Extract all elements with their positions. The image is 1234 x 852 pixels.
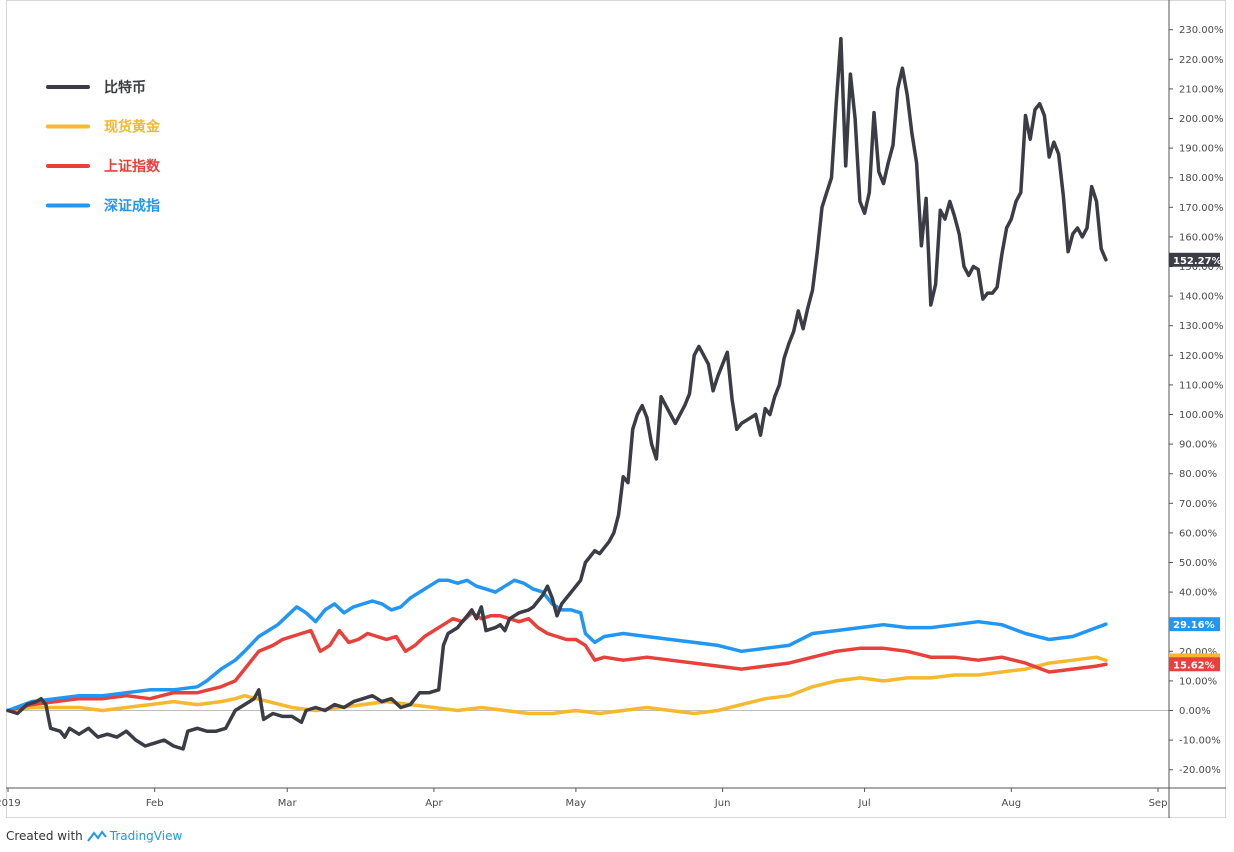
x-tick-label: Sep	[1149, 798, 1168, 809]
y-tick-label: 140.00%	[1179, 292, 1224, 303]
last-value-label: 15.62%	[1173, 660, 1215, 671]
y-tick-label: 40.00%	[1179, 588, 1217, 599]
series-line-3[interactable]	[6, 578, 1108, 713]
y-tick-label: 230.00%	[1179, 25, 1224, 36]
y-tick-label: 110.00%	[1179, 380, 1224, 391]
y-tick-label: 0.00%	[1179, 706, 1211, 717]
last-value-label: 29.16%	[1173, 620, 1215, 631]
y-tick-label: 80.00%	[1179, 469, 1217, 480]
x-tick-label: Jul	[858, 798, 871, 809]
y-tick-label: 60.00%	[1179, 528, 1217, 539]
series-line-0[interactable]	[6, 36, 1108, 751]
series-line-1[interactable]	[6, 655, 1108, 716]
last-value-badge	[1169, 617, 1220, 632]
y-tick-label: 20.00%	[1179, 647, 1217, 658]
series-line-2[interactable]	[6, 611, 1108, 713]
y-tick-label: 100.00%	[1179, 410, 1224, 421]
legend-label[interactable]: 比特币	[104, 79, 146, 96]
y-tick-label: 200.00%	[1179, 114, 1224, 125]
x-tick-label: Aug	[1002, 798, 1022, 809]
y-tick-label: 90.00%	[1179, 440, 1217, 451]
x-tick-label: May	[566, 798, 587, 809]
legend-label[interactable]: 现货黄金	[104, 119, 161, 136]
legend-label[interactable]: 深证成指	[104, 198, 160, 215]
x-tick-label: Apr	[425, 798, 443, 809]
y-tick-label: 190.00%	[1179, 144, 1224, 155]
y-tick-label: -20.00%	[1179, 765, 1221, 776]
x-tick-label: 2019	[0, 798, 21, 809]
legend-label[interactable]: 上证指数	[104, 158, 161, 175]
x-tick-label: Jun	[714, 798, 731, 809]
last-value-badge	[1169, 252, 1220, 267]
y-tick-label: 170.00%	[1179, 203, 1224, 214]
y-tick-label: 130.00%	[1179, 321, 1224, 332]
x-tick-label: Mar	[278, 798, 298, 809]
tradingview-link[interactable]: TradingView	[86, 829, 183, 843]
created-with-text: Created with	[6, 829, 83, 843]
y-tick-label: 150.00%	[1179, 262, 1224, 273]
last-value-badge	[1169, 657, 1220, 672]
last-value-label: 152.27%	[1173, 256, 1222, 267]
y-tick-label: 10.00%	[1179, 676, 1217, 687]
y-tick-label: 50.00%	[1179, 558, 1217, 569]
x-tick-label: Feb	[146, 798, 164, 809]
y-tick-label: 210.00%	[1179, 84, 1224, 95]
y-tick-label: 220.00%	[1179, 55, 1224, 66]
y-tick-label: 120.00%	[1179, 351, 1224, 362]
y-tick-label: 180.00%	[1179, 173, 1224, 184]
footer: Created with TradingView	[6, 826, 182, 846]
y-tick-label: 70.00%	[1179, 499, 1217, 510]
y-tick-label: -10.00%	[1179, 736, 1221, 747]
tradingview-brand: TradingView	[109, 829, 183, 843]
tradingview-logo-icon	[86, 830, 107, 842]
y-tick-label: 160.00%	[1179, 232, 1224, 243]
